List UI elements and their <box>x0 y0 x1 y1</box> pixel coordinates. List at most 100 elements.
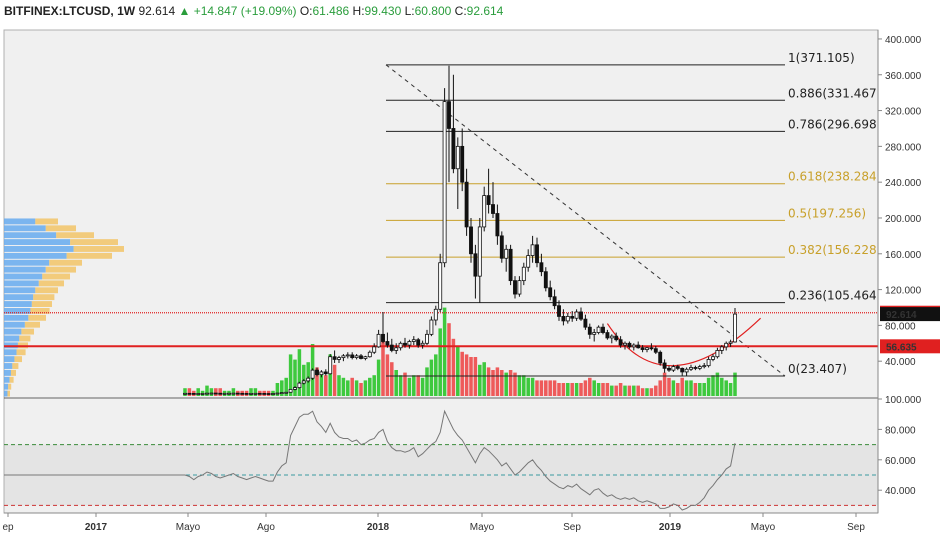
candle-body <box>389 344 394 351</box>
volume-bar <box>579 383 583 396</box>
volume-bar <box>337 375 341 396</box>
candle-body <box>213 392 218 395</box>
volume-bar <box>552 380 557 396</box>
volume-bar <box>478 364 482 396</box>
candle-body <box>385 341 390 346</box>
volume-profile-bar <box>4 232 57 239</box>
volume-bar <box>218 388 222 396</box>
volume-bar <box>425 367 429 396</box>
candle-body <box>231 392 236 395</box>
low-value: 60.800 <box>414 4 452 18</box>
candle-body <box>403 342 407 346</box>
candle-body <box>227 392 231 395</box>
volume-bar <box>711 375 715 396</box>
candle-body <box>293 387 297 390</box>
volume-bar <box>605 383 610 396</box>
rsi-axis-label: 40.000 <box>885 486 916 497</box>
volume-bar <box>662 372 667 396</box>
volume-profile-bar <box>4 321 25 328</box>
volume-bar <box>636 385 640 396</box>
candle-body <box>306 377 311 382</box>
volume-profile-bar <box>4 369 11 376</box>
volume-bar <box>539 380 544 396</box>
rsi-line <box>4 409 736 511</box>
volume-bar <box>187 388 192 396</box>
volume-bar <box>341 377 346 396</box>
volume-bar <box>293 359 297 396</box>
candle-body <box>359 355 363 359</box>
volume-bar <box>522 375 526 396</box>
volume-profile-bar <box>4 239 71 246</box>
fib-level-label: 0(23.407) <box>788 362 847 376</box>
candle-body <box>279 392 284 395</box>
symbol-label: BITFINEX:LTCUSD, 1W <box>4 4 136 18</box>
volume-profile-bar <box>19 335 31 342</box>
price-axis-label: 40.000 <box>885 357 916 368</box>
open-value: 61.486 <box>312 4 350 18</box>
time-axis-label: Sep <box>563 522 581 533</box>
volume-bar <box>346 380 350 396</box>
price-axis-label: 120.000 <box>885 286 922 297</box>
volume-bar <box>601 383 605 396</box>
candle-body <box>455 145 460 170</box>
volume-profile-bar <box>4 356 15 363</box>
candle-body <box>601 326 605 333</box>
volume-bar <box>588 377 592 396</box>
volume-bar <box>442 307 447 396</box>
volume-profile-bar <box>24 321 40 328</box>
volume-bar <box>372 375 376 396</box>
candle-body <box>209 392 214 395</box>
volume-profile-bar <box>10 369 16 376</box>
volume-bar <box>557 383 561 396</box>
volume-bar <box>671 380 676 396</box>
volume-bar <box>486 367 491 396</box>
candle-body <box>697 366 702 369</box>
volume-profile-bar <box>21 328 34 335</box>
candle-body <box>627 342 632 348</box>
volume-bar <box>438 328 442 396</box>
price-axis-label: 320.000 <box>885 107 922 118</box>
volume-bar <box>403 372 407 396</box>
candle-body <box>191 393 196 395</box>
candle-body <box>451 128 456 170</box>
volume-bar <box>381 338 385 396</box>
candle-body <box>495 213 500 237</box>
candle-body <box>583 318 588 328</box>
volume-bar <box>394 370 398 396</box>
volume-bar <box>693 383 698 396</box>
volume-bar <box>447 323 451 396</box>
candle-body <box>337 357 341 360</box>
volume-bar <box>464 354 469 396</box>
volume-bar <box>495 367 500 396</box>
volume-profile-bar <box>7 390 10 397</box>
volume-profile-bar <box>14 356 22 363</box>
candle-body <box>345 354 350 357</box>
volume-bar <box>610 385 614 396</box>
volume-bar <box>530 377 535 396</box>
fib-level-label: 0.382(156.228 <box>788 243 877 257</box>
volume-bar <box>614 385 618 396</box>
candle-body <box>623 342 627 346</box>
volume-bar <box>407 377 412 396</box>
volume-bar <box>548 380 552 396</box>
rsi-axis-label: 100.000 <box>885 395 922 406</box>
volume-profile-bar <box>4 246 74 252</box>
time-axis-label: Sep <box>847 522 865 533</box>
volume-bar <box>654 385 658 396</box>
volume-bar <box>535 380 539 396</box>
volume-profile-bar <box>4 314 29 321</box>
candle-body <box>539 262 544 273</box>
candle-body <box>183 392 187 395</box>
time-axis-label: Mayo <box>176 522 201 533</box>
candle-body <box>244 393 249 395</box>
volume-bar <box>513 372 517 396</box>
price-axis-label: 240.000 <box>885 178 922 189</box>
candle-body <box>315 369 319 376</box>
volume-bar <box>284 377 288 396</box>
candle-body <box>297 382 302 389</box>
volume-bar <box>724 380 728 396</box>
candle-body <box>464 181 469 228</box>
volume-bar <box>398 375 403 396</box>
candle-body <box>719 346 724 351</box>
